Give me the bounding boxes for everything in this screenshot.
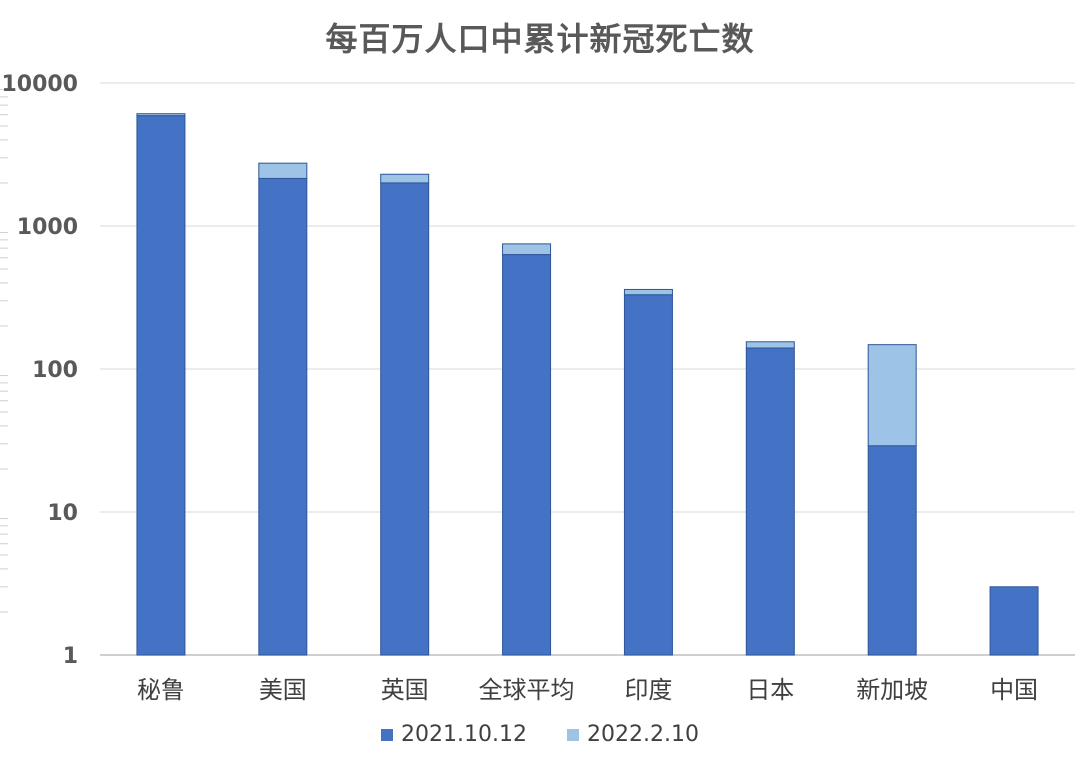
x-tick-label: 中国 [990,676,1038,704]
x-tick-label: 新加坡 [856,676,928,704]
bar-segment-2022 [258,162,308,179]
bar-segment-2021 [989,586,1039,656]
y-tick-label: 10 [47,501,78,526]
legend-label-series-2: 2022.2.10 [587,722,699,747]
bar-segment-2022 [380,173,430,184]
y-tick-label: 1 [63,644,78,669]
bar-segment-2021 [380,182,430,656]
x-tick-label: 英国 [381,676,429,704]
x-tick-label: 印度 [624,676,672,704]
x-tick-label: 日本 [746,676,794,704]
bar-segment-2021 [623,294,673,656]
bar-segment-2021 [502,254,552,656]
legend-label-series-1: 2021.10.12 [401,722,527,747]
x-tick-label: 美国 [259,676,307,704]
y-tick-label: 100 [32,358,78,383]
legend-swatch-series-2 [567,728,579,741]
bar-segment-2022 [502,243,552,256]
y-tick-label: 1000 [17,215,78,240]
legend-item-series-1: 2021.10.12 [381,722,527,747]
bar-segment-2021 [867,445,917,656]
legend: 2021.10.12 2022.2.10 [0,722,1080,747]
bar-segment-2022 [623,288,673,296]
bar-segment-2021 [136,115,186,656]
bar-segment-2022 [867,344,917,447]
x-tick-label: 全球平均 [479,676,575,704]
bar-segment-2021 [745,347,795,656]
chart-title: 每百万人口中累计新冠死亡数 [325,20,755,58]
legend-swatch-series-1 [381,728,394,741]
bar-segment-2021 [258,177,308,656]
x-tick-label: 秘鲁 [137,676,185,704]
bar-segment-2022 [745,341,795,349]
y-tick-label: 10000 [1,72,78,97]
legend-item-series-2: 2022.2.10 [567,722,699,747]
